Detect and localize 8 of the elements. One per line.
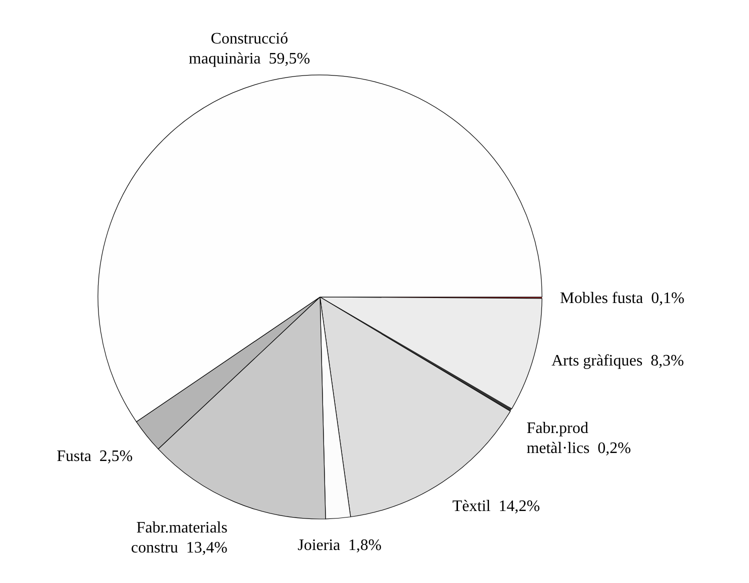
- slice-label: Fusta 2,5%: [56, 448, 133, 466]
- slice-label: Joieria 1,8%: [298, 537, 382, 554]
- slice-label: Construcció maquinària 59,5%: [188, 30, 310, 68]
- slice-label: Tèxtil 14,2%: [452, 498, 540, 516]
- slice-label: Fabr.prod metàl·lics 0,2%: [526, 420, 631, 458]
- slice-label: Mobles fusta 0,1%: [560, 290, 684, 307]
- slice-label: Arts gràfiques 8,3%: [551, 352, 684, 370]
- slice-label: Fabr.materials constru 13,4%: [131, 519, 228, 556]
